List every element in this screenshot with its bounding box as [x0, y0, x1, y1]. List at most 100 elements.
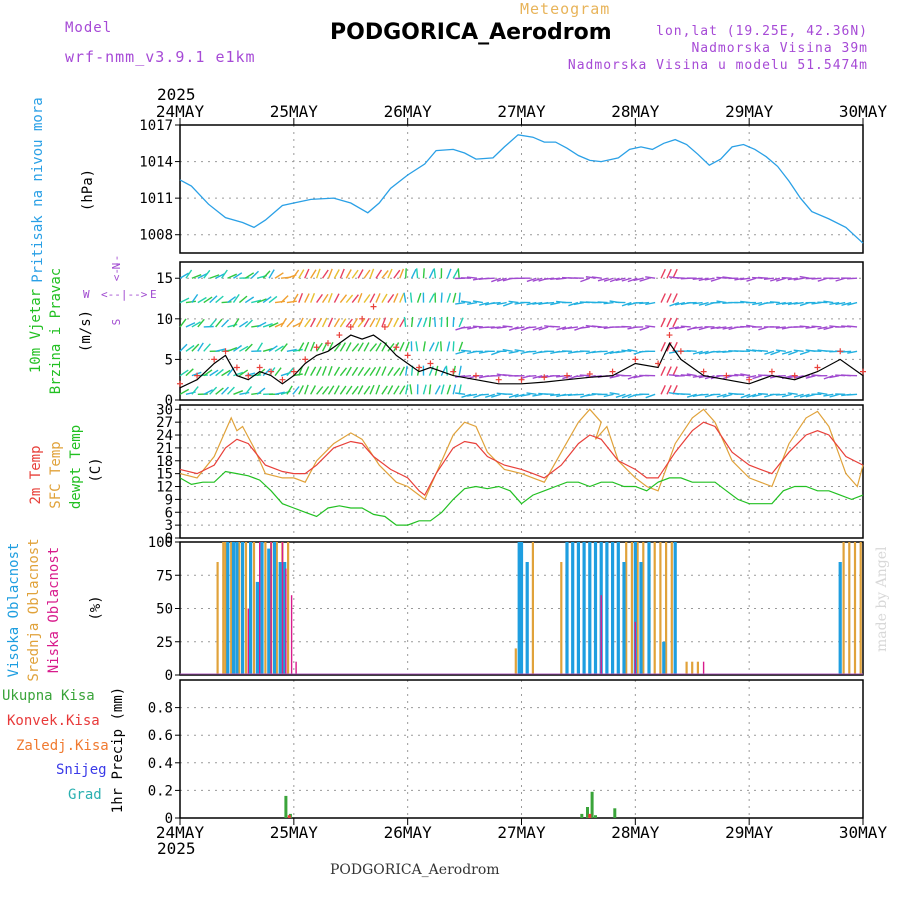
- wind-arrow: [244, 319, 253, 328]
- wind-arrow: [514, 326, 525, 330]
- wind-arrow: [692, 374, 703, 378]
- wind-arrow: [316, 386, 324, 395]
- wind-arrow: [627, 374, 638, 380]
- wind-arrow: [215, 348, 226, 352]
- wind-arrow: [660, 366, 666, 376]
- wind-arrow: [799, 393, 810, 398]
- wind-arrow: [781, 277, 792, 279]
- wind-arrow: [351, 318, 358, 328]
- wind-arrow: [369, 384, 375, 395]
- wind-gust-mark: [359, 315, 366, 322]
- cloud-bar: [241, 542, 245, 674]
- wind-arrow: [660, 385, 666, 395]
- wind-arrow: [197, 296, 207, 304]
- wind-arrow: [304, 268, 310, 279]
- panel-frame: [179, 404, 864, 539]
- wind-arrow: [227, 273, 237, 279]
- wind-arrow: [399, 366, 406, 376]
- wind-arrow: [256, 321, 267, 328]
- wind-arrow: [514, 393, 525, 398]
- wind-arrow: [416, 317, 423, 328]
- wind-arrow: [197, 342, 204, 352]
- wind-arrow: [203, 389, 214, 395]
- wind-arrow: [404, 365, 408, 376]
- wind-arrow: [496, 301, 507, 306]
- wind-gust-mark: [814, 364, 821, 371]
- wind-arrow: [315, 366, 322, 376]
- cloud-bar: [249, 542, 253, 674]
- wind-arrow: [233, 272, 243, 279]
- cloud-bar: [673, 542, 677, 674]
- wind-arrow: [793, 349, 804, 352]
- wind-arrow: [746, 393, 757, 399]
- y-tick-label: 3: [165, 518, 173, 534]
- wind-arrow: [357, 385, 364, 395]
- wind-arrow: [345, 269, 352, 279]
- wind-arrow: [286, 385, 293, 395]
- cloud-bar: [670, 542, 673, 674]
- wind-arrow: [445, 365, 448, 376]
- wind-arrow: [315, 317, 323, 328]
- cloud-bar: [252, 542, 256, 674]
- wind-arrow: [666, 366, 672, 376]
- wind-arrow: [556, 326, 567, 331]
- cloud-bar: [659, 542, 662, 674]
- wind-arrow: [446, 341, 451, 352]
- wind-arrow: [532, 393, 543, 397]
- wind-arrow: [490, 326, 501, 329]
- y-tick-label: 1017: [139, 118, 173, 134]
- wind-arrow: [310, 317, 317, 328]
- wind-arrow: [746, 348, 757, 352]
- wind-gust-mark: [427, 360, 434, 367]
- wind-arrow: [829, 301, 840, 305]
- wind-arrow: [321, 385, 330, 395]
- wind-arrow: [333, 293, 340, 303]
- wind-arrow: [775, 326, 786, 329]
- wind-arrow: [179, 388, 190, 395]
- wind-arrow: [310, 293, 316, 303]
- wind-arrow: [185, 322, 196, 328]
- cloud-bar: [859, 542, 862, 674]
- wind-arrow: [452, 384, 457, 395]
- y-tick-label: 75: [156, 568, 173, 584]
- cloud-bar: [636, 542, 639, 674]
- wind-arrow: [532, 326, 543, 331]
- wind-arrow: [185, 344, 195, 352]
- wind-arrow: [526, 392, 537, 396]
- wind-arrow: [508, 350, 519, 354]
- wind-arrow: [409, 384, 413, 395]
- y-tick-label: 15: [156, 467, 173, 483]
- cloud-bar: [582, 542, 586, 674]
- y-tick-label: 0: [165, 531, 173, 547]
- wind-arrow: [710, 326, 721, 330]
- bottom-date-label: 30MAY: [839, 823, 888, 842]
- wind-arrow: [722, 393, 733, 398]
- wind-arrow: [179, 343, 188, 352]
- wind-arrow: [568, 301, 579, 307]
- wind-arrow: [339, 318, 347, 328]
- y-tick-label: 1011: [139, 191, 173, 207]
- model-label: Model: [65, 20, 113, 36]
- wind-arrow: [357, 293, 363, 303]
- precip-bar: [588, 813, 592, 818]
- dewpt-axis-label: dewpt Temp: [68, 425, 84, 509]
- wind-gust-mark: [564, 372, 571, 379]
- wind-arrow: [399, 341, 405, 352]
- wind-arrow: [692, 301, 703, 305]
- wind-gust-mark: [518, 376, 525, 383]
- model-elevation-label: Nadmorska Visina u modelu 51.5474m: [567, 58, 868, 73]
- wind-arrow: [698, 301, 709, 306]
- wind-arrow: [403, 316, 407, 328]
- wind-arrow: [375, 342, 382, 352]
- wind-arrow: [579, 326, 590, 329]
- wind-arrow: [315, 268, 321, 279]
- cloud-bar: [255, 581, 259, 674]
- top-date-label: 24MAY: [156, 102, 205, 121]
- y-tick-label: 15: [156, 271, 173, 287]
- wind-gust-mark: [177, 380, 183, 387]
- wind-arrow: [716, 326, 727, 329]
- wind-arrow: [381, 317, 387, 328]
- wind-arrow: [215, 295, 224, 304]
- wind-arrow: [609, 277, 620, 283]
- precip-bar: [287, 815, 291, 818]
